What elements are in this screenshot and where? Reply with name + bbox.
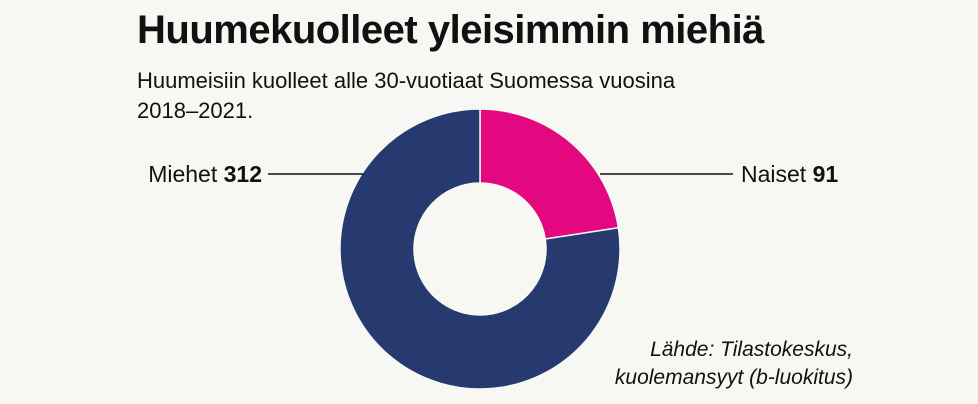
source-line-1: Lähde: Tilastokeskus, xyxy=(650,338,853,361)
slice-label-miehet-name: Miehet xyxy=(148,161,218,187)
source-line-2: kuolemansyyt (b-luokitus) xyxy=(614,366,853,389)
slice-label-naiset: Naiset 91 xyxy=(741,161,838,187)
slice-naiset xyxy=(479,108,620,240)
chart-title: Huumekuolleet yleisimmin miehiä xyxy=(137,8,764,52)
slice-miehet xyxy=(339,108,621,390)
slice-value-miehet: 312 xyxy=(224,161,262,187)
chart-subtitle: Huumeisiin kuolleet alle 30-vuotiaat Suo… xyxy=(137,68,676,123)
slice-label-miehet: Miehet 312 xyxy=(148,161,262,187)
slice-label-naiset-name: Naiset xyxy=(741,161,807,187)
source-note: Lähde: Tilastokeskus, kuolemansyyt (b-lu… xyxy=(615,336,853,392)
slice-value-naiset: 91 xyxy=(813,161,839,187)
